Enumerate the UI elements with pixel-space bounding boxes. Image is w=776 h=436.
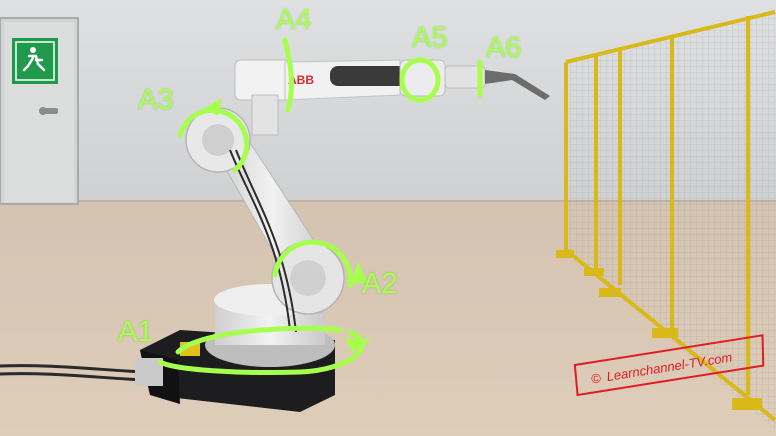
axis-label-a5: A5 [412, 22, 448, 54]
axis-rotation-markers [157, 37, 483, 376]
axis-label-a3: A3 [138, 84, 174, 116]
a4-rotation-arrow [282, 37, 294, 113]
robot-upper-arm: ABB [185, 59, 550, 173]
watermark-border [573, 334, 765, 397]
svg-text:ABB: ABB [288, 73, 314, 87]
safety-fence [556, 10, 776, 430]
axis-label-a1: A1 [118, 316, 154, 348]
a1-rotation-arrow [157, 325, 365, 376]
a3-rotation-arrow [177, 107, 250, 173]
axis-label-a6: A6 [486, 32, 522, 64]
axis-label-a2: A2 [362, 268, 398, 300]
emergency-exit-sign-icon [12, 38, 58, 84]
a5-rotation-arrow [399, 57, 441, 103]
watermark-stamp: © Learnchannel-TV.com [573, 334, 767, 397]
floor-cables [0, 364, 146, 382]
axis-label-a4: A4 [276, 4, 312, 36]
a2-rotation-arrow [272, 239, 353, 288]
